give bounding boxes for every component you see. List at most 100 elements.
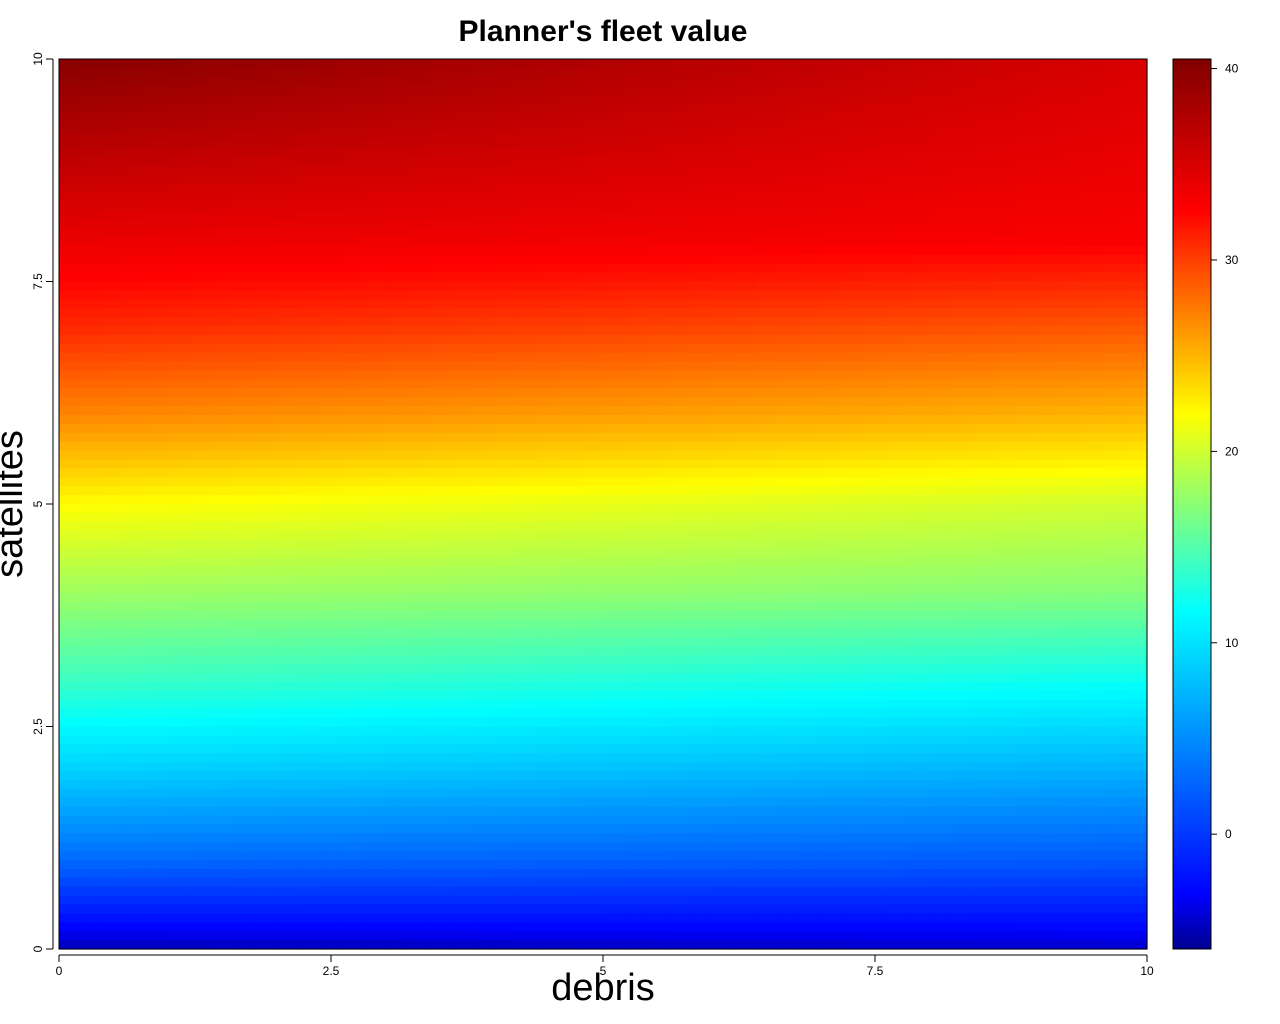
heatmap-cell <box>668 797 691 808</box>
heatmap-cell <box>603 833 626 843</box>
heatmap-cell <box>146 762 169 772</box>
heatmap-cell <box>1081 299 1105 309</box>
heatmap-cell <box>80 334 104 345</box>
heatmap-cell <box>1016 833 1039 843</box>
heatmap-cell <box>624 690 648 701</box>
heatmap-cell <box>951 584 974 594</box>
heatmap-cell <box>733 575 756 585</box>
heatmap-cell <box>907 290 930 300</box>
heatmap-cell <box>363 495 386 505</box>
heatmap-cell <box>1125 664 1148 674</box>
heatmap-cell <box>211 753 234 763</box>
heatmap-cell <box>363 931 386 941</box>
heatmap-cell <box>276 762 299 772</box>
heatmap-cell <box>407 85 430 96</box>
heatmap-cell <box>428 165 452 176</box>
heatmap-cell <box>755 504 778 514</box>
heatmap-cell <box>341 299 365 309</box>
heatmap-cell <box>1125 459 1148 469</box>
heatmap-cell <box>1125 165 1148 176</box>
heatmap-cell <box>646 192 669 202</box>
heatmap-cell <box>603 726 626 736</box>
heatmap-cell <box>842 646 865 656</box>
heatmap-cell <box>515 922 539 932</box>
heatmap-cell <box>624 219 648 229</box>
heatmap-cell <box>428 788 452 799</box>
heatmap-cell <box>755 842 778 852</box>
heatmap-cell <box>385 833 408 843</box>
heatmap-cell <box>320 343 343 354</box>
heatmap-cell <box>581 352 604 363</box>
heatmap-cell <box>820 290 843 300</box>
heatmap-cell <box>494 646 517 656</box>
heatmap-cell <box>711 361 735 372</box>
heatmap-cell <box>624 361 648 372</box>
heatmap-cell <box>559 584 582 594</box>
heatmap-cell <box>428 263 452 274</box>
heatmap-cell <box>472 486 495 496</box>
heatmap-cell <box>733 308 756 318</box>
heatmap-cell <box>537 397 561 407</box>
heatmap-cell <box>559 290 582 300</box>
heatmap-cell <box>102 201 125 211</box>
heatmap-cell <box>341 833 365 843</box>
heatmap-cell <box>994 708 1018 719</box>
heatmap-cell <box>1081 415 1105 425</box>
heatmap-cell <box>646 432 669 443</box>
heatmap-cell <box>711 85 735 96</box>
heatmap-cell <box>820 566 843 576</box>
heatmap-cell <box>1059 67 1083 78</box>
heatmap-cell <box>559 619 582 630</box>
heatmap-cell <box>167 112 191 122</box>
heatmap-cell <box>298 192 321 202</box>
heatmap-cell <box>385 317 408 327</box>
heatmap-cell <box>864 459 887 469</box>
heatmap-cell <box>385 112 408 122</box>
heatmap-cell <box>581 94 604 105</box>
heatmap-cell <box>972 771 996 781</box>
heatmap-cell <box>233 771 256 781</box>
heatmap-cell <box>211 423 234 434</box>
heatmap-cell <box>233 76 256 87</box>
heatmap-cell <box>646 361 669 372</box>
heatmap-cell <box>581 192 604 202</box>
heatmap-cell <box>276 771 299 781</box>
heatmap-cell <box>820 148 843 158</box>
heatmap-cell <box>254 245 278 256</box>
heatmap-cell <box>885 201 909 211</box>
heatmap-cell <box>581 459 604 469</box>
heatmap-cell <box>711 868 735 879</box>
heatmap-cell <box>1125 486 1148 496</box>
heatmap-cell <box>733 165 756 176</box>
heatmap-cell <box>363 833 386 843</box>
heatmap-cell <box>320 940 343 950</box>
heatmap-cell <box>428 477 452 487</box>
heatmap-cell <box>864 913 887 923</box>
heatmap-cell <box>167 539 191 550</box>
heatmap-cell <box>298 673 321 683</box>
heatmap-cell <box>1125 219 1148 229</box>
heatmap-cell <box>646 254 669 265</box>
heatmap-cell <box>515 468 539 478</box>
heatmap-cell <box>603 326 626 336</box>
heatmap-cell <box>450 762 474 772</box>
heatmap-cell <box>515 637 539 647</box>
heatmap-cell <box>864 699 887 710</box>
heatmap-cell <box>646 495 669 505</box>
heatmap-cell <box>59 637 82 647</box>
heatmap-cell <box>363 228 386 238</box>
heatmap-cell <box>146 201 169 211</box>
heatmap-cell <box>233 352 256 363</box>
heatmap-cell <box>777 254 800 265</box>
heatmap-cell <box>102 922 125 932</box>
heatmap-cell <box>885 352 909 363</box>
heatmap-cell <box>407 317 430 327</box>
heatmap-cell <box>624 477 648 487</box>
heatmap-cell <box>189 308 212 318</box>
heatmap-cell <box>254 139 278 149</box>
heatmap-cell <box>385 85 408 96</box>
heatmap-cell <box>646 744 669 754</box>
heatmap-cell <box>298 495 321 505</box>
heatmap-cell <box>1125 922 1148 932</box>
heatmap-cell <box>167 370 191 380</box>
